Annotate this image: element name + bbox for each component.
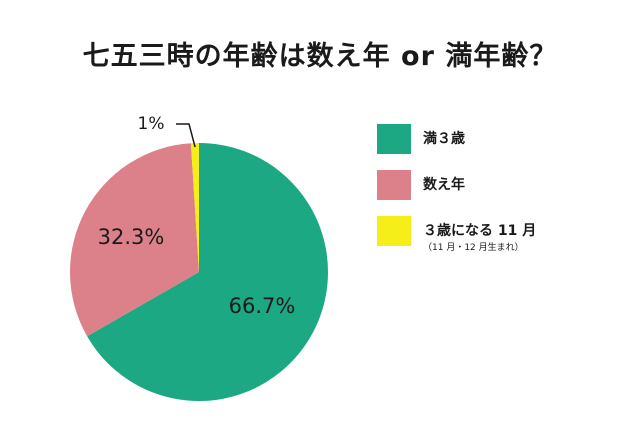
leader-line-path (176, 123, 196, 148)
legend-note: （11 月・12 月生まれ） (423, 243, 524, 253)
legend-swatch (377, 170, 411, 200)
value-labels: 66.7% 32.3% 1% (98, 114, 296, 318)
chart-title: 七五三時の年齢は数え年 or 満年齢？ (82, 41, 558, 72)
legend-item-turning-three: ３歳になる 11 月 （11 月・12 月生まれ） (377, 216, 617, 256)
value-label-1: 32.3% (98, 225, 165, 249)
legend-label: ３歳になる 11 月 (423, 223, 537, 239)
value-label-0: 66.7% (229, 294, 296, 318)
legend-swatch (377, 216, 411, 246)
legend-label: 数え年 (423, 177, 465, 193)
pie-slices (69, 142, 328, 401)
value-label-2: 1% (138, 114, 165, 134)
pie-slice-2 (190, 142, 199, 272)
pie-slice-1 (69, 143, 199, 337)
pie-slice-0 (87, 143, 328, 401)
legend-item-kazoe: 数え年 (377, 170, 617, 210)
legend-label: 満３歳 (423, 131, 465, 147)
legend-item-full-age: 満３歳 (377, 124, 617, 164)
legend-swatch (377, 124, 411, 154)
